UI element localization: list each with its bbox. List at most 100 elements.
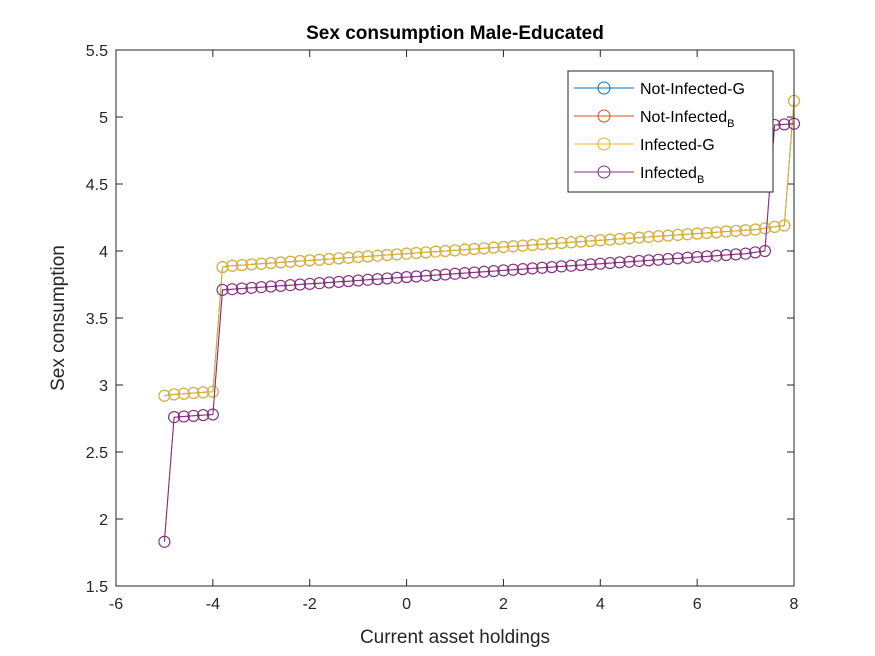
data-point <box>371 273 384 286</box>
data-point <box>410 247 423 260</box>
data-point <box>584 234 597 247</box>
legend-marker <box>597 137 611 151</box>
data-point <box>361 250 374 263</box>
data-point <box>584 258 597 271</box>
data-point <box>478 265 491 278</box>
data-point <box>294 278 307 291</box>
data-point <box>323 253 336 266</box>
data-point <box>168 411 181 424</box>
y-tick-label: 3.5 <box>86 311 108 328</box>
data-point <box>594 257 607 270</box>
data-point <box>633 255 646 268</box>
data-point <box>381 249 394 262</box>
data-point <box>342 251 355 264</box>
data-point <box>768 220 781 233</box>
legend-entry: Not-Infected-G <box>574 81 745 98</box>
data-point <box>497 240 510 253</box>
data-point <box>720 225 733 238</box>
x-tick-label: -6 <box>109 596 123 613</box>
data-point <box>235 282 248 295</box>
data-point <box>526 238 539 251</box>
data-point <box>497 264 510 277</box>
data-point <box>264 280 277 293</box>
data-point <box>429 245 442 258</box>
data-point <box>449 244 461 257</box>
data-point <box>545 237 558 250</box>
data-point <box>633 231 646 244</box>
data-point <box>536 238 549 251</box>
data-point <box>303 277 316 290</box>
legend-marker <box>597 165 611 179</box>
legend-label-text: Infected-G <box>640 137 715 154</box>
data-point <box>245 281 258 294</box>
data-point <box>758 245 771 257</box>
y-tick-label: 5 <box>99 110 108 127</box>
data-point <box>642 230 655 243</box>
data-point <box>274 279 287 292</box>
data-point <box>545 261 558 274</box>
data-point <box>352 274 365 287</box>
data-point <box>342 275 355 288</box>
legend-label: Infected-G <box>640 137 715 154</box>
x-tick-label: 6 <box>693 596 702 613</box>
data-point <box>555 236 568 249</box>
data-point <box>284 255 297 268</box>
data-point <box>206 385 219 398</box>
data-point <box>313 253 326 266</box>
data-point <box>778 219 791 232</box>
series-3 <box>158 117 800 548</box>
data-point <box>158 389 171 402</box>
data-point <box>303 254 316 267</box>
data-point <box>410 270 423 283</box>
series-line <box>164 100 795 397</box>
data-point <box>507 240 520 253</box>
legend-label-text: Infected <box>640 165 697 182</box>
data-point <box>323 276 336 289</box>
data-point <box>390 271 403 284</box>
data-point <box>691 251 704 264</box>
data-point <box>487 265 500 278</box>
legend-marker <box>597 81 611 95</box>
y-tick-label: 5.5 <box>86 43 108 60</box>
data-point <box>603 233 616 246</box>
data-point <box>255 257 268 270</box>
data-point <box>439 245 452 257</box>
data-point <box>749 246 762 259</box>
data-point <box>574 259 587 272</box>
data-point <box>603 257 616 270</box>
data-point <box>487 241 500 254</box>
axes-box <box>115 49 795 587</box>
legend-entry: Not-InfectedB <box>574 109 735 130</box>
data-point <box>274 256 287 269</box>
data-point <box>332 275 345 288</box>
data-point <box>235 259 248 272</box>
data-point <box>449 267 461 280</box>
data-point <box>700 226 713 239</box>
data-point <box>623 232 636 245</box>
legend: Not-Infected-G Not-InfectedB Infected-G Inf… <box>567 70 774 193</box>
data-point <box>536 261 549 274</box>
data-point <box>390 248 403 261</box>
x-tick-label: 4 <box>596 596 605 613</box>
x-axis-label: Current asset holdings <box>360 627 550 648</box>
series-2 <box>158 94 800 402</box>
data-point <box>468 266 481 279</box>
data-point <box>526 262 539 275</box>
data-point <box>671 252 684 265</box>
data-point <box>700 250 713 263</box>
data-point <box>652 253 665 266</box>
chart-title: Sex consumption Male-Educated <box>306 23 604 44</box>
data-point <box>187 409 200 422</box>
data-point <box>594 234 607 247</box>
legend-label: InfectedB <box>640 165 704 186</box>
y-tick-label: 3 <box>99 378 108 395</box>
data-point <box>371 249 384 262</box>
data-point <box>177 387 190 400</box>
y-tick-label: 1.5 <box>86 579 108 596</box>
data-point <box>681 228 694 241</box>
data-point <box>565 236 578 249</box>
data-point <box>458 243 471 256</box>
y-tick-label: 4.5 <box>86 177 108 194</box>
data-point <box>739 247 752 260</box>
